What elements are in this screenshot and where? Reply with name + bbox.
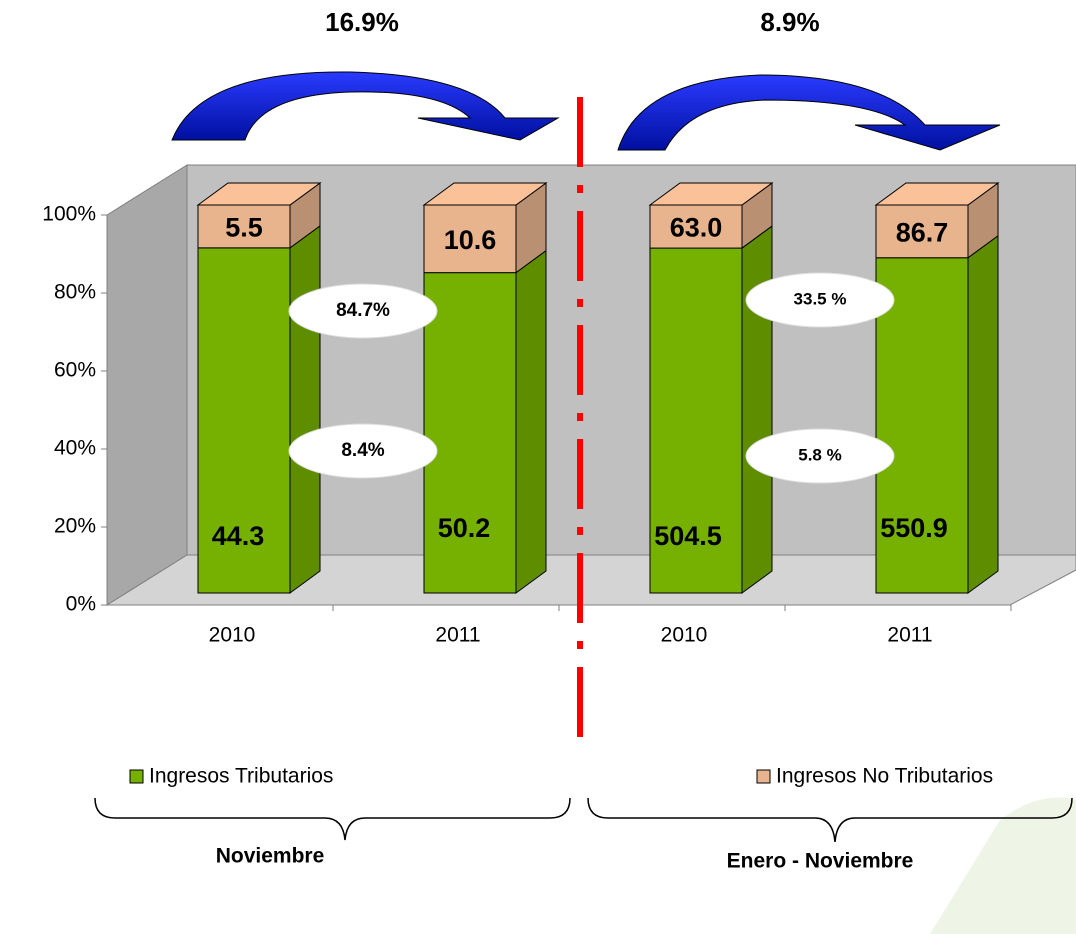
legend-swatch	[129, 769, 144, 784]
value-label: 44.3	[212, 521, 265, 551]
annotation-bubble	[745, 272, 895, 328]
side-wall	[106, 164, 188, 606]
group-label: Noviembre	[216, 845, 325, 868]
y-tick-label: 100%	[42, 203, 96, 226]
growth-arrow	[617, 74, 1001, 151]
bar-side	[289, 224, 321, 594]
bar-top	[422, 182, 548, 206]
value-label: 50.2	[438, 513, 491, 543]
bar-segment	[649, 204, 743, 249]
bar-segment	[423, 204, 517, 274]
value-label: 5.5	[225, 213, 263, 243]
bar-side	[515, 249, 547, 594]
growth-arrow	[171, 71, 560, 141]
x-tick-label: 2010	[661, 624, 708, 647]
value-label: 550.9	[880, 513, 948, 543]
group-label: Enero - Noviembre	[727, 850, 914, 873]
annotation-bubble	[745, 428, 895, 484]
legend-swatch	[756, 769, 771, 784]
bar-segment	[423, 272, 517, 594]
bar-top	[196, 182, 322, 206]
brace	[94, 797, 571, 841]
annotation: 8.4%	[341, 440, 384, 461]
y-tick-label: 0%	[66, 593, 96, 616]
bar-top	[648, 182, 774, 206]
bar-side	[967, 234, 999, 594]
bar-segment	[875, 257, 969, 594]
background-leaf	[930, 797, 1076, 934]
annotation-bubble	[288, 283, 438, 339]
annotation: 33.5 %	[794, 289, 847, 308]
bar-segment	[875, 204, 969, 259]
y-tick-label: 60%	[54, 359, 96, 382]
value-label: 63.0	[670, 213, 723, 243]
brace	[587, 797, 1073, 843]
value-label: 10.6	[444, 225, 497, 255]
y-tick-label: 20%	[54, 515, 96, 538]
annotation: 84.7%	[336, 300, 390, 321]
legend-label: Ingresos No Tributarios	[776, 765, 993, 788]
x-tick-label: 2011	[887, 624, 932, 647]
y-tick-label: 40%	[54, 437, 96, 460]
bar-segment	[197, 247, 291, 594]
x-tick-label: 2011	[435, 624, 480, 647]
growth-label: 16.9%	[325, 7, 399, 37]
annotation-bubble	[288, 423, 438, 479]
value-label: 86.7	[896, 218, 949, 248]
growth-label: 8.9%	[760, 7, 819, 37]
bar-top	[874, 182, 1000, 206]
annotation: 5.8 %	[798, 445, 841, 464]
legend-label: Ingresos Tributarios	[149, 765, 333, 788]
value-label: 504.5	[654, 521, 722, 551]
x-tick-label: 2010	[209, 624, 256, 647]
y-tick-label: 80%	[54, 281, 96, 304]
